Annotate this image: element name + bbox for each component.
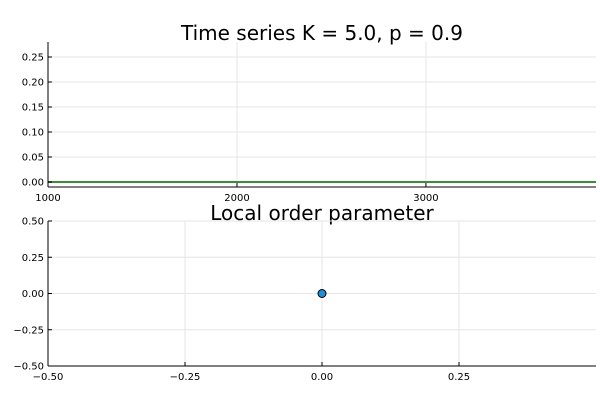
- x-tick-label: 1000: [35, 193, 60, 204]
- y-tick-label: 0.20: [22, 78, 44, 89]
- time-series-title: Time series K = 5.0, p = 0.9: [180, 21, 463, 45]
- local-order-axes: [47, 220, 596, 367]
- x-tick-label: −0.50: [33, 372, 64, 383]
- local-order-panel: Local order parameter −0.50 −0.25 0.00 0.25…: [13, 201, 596, 383]
- x-tick-label: 2000: [224, 193, 249, 204]
- y-tick-label: 0.50: [22, 217, 44, 228]
- y-tick-label: 0.05: [22, 153, 44, 164]
- time-series-panel: Time series K = 5.0, p = 0.9 1000 2000 300…: [22, 21, 596, 204]
- x-tick-label: 3000: [413, 193, 438, 204]
- time-series-grid: [47, 42, 596, 187]
- x-tick-label: 0.25: [448, 372, 470, 383]
- data-point: [317, 289, 327, 298]
- y-tick-label: 0.00: [22, 289, 44, 300]
- time-series-tick-labels: 1000 2000 3000 0.00 0.05 0.10 0.15 0.20 0.25: [22, 53, 439, 205]
- local-order-series: [317, 289, 327, 298]
- y-tick-label: −0.25: [13, 325, 44, 336]
- local-order-tick-labels: −0.50 −0.25 0.00 0.25 −0.50 −0.25 0.00 0.25 0.50: [13, 217, 470, 384]
- x-tick-label: −0.25: [170, 372, 201, 383]
- y-tick-label: 0.25: [22, 53, 44, 64]
- y-tick-label: 0.00: [22, 178, 44, 189]
- y-tick-label: 0.25: [22, 253, 44, 264]
- time-series-axes: [47, 42, 596, 188]
- y-tick-label: −0.50: [13, 362, 44, 373]
- y-tick-label: 0.10: [22, 128, 44, 139]
- x-tick-label: 0.00: [311, 372, 333, 383]
- y-tick-label: 0.15: [22, 103, 44, 114]
